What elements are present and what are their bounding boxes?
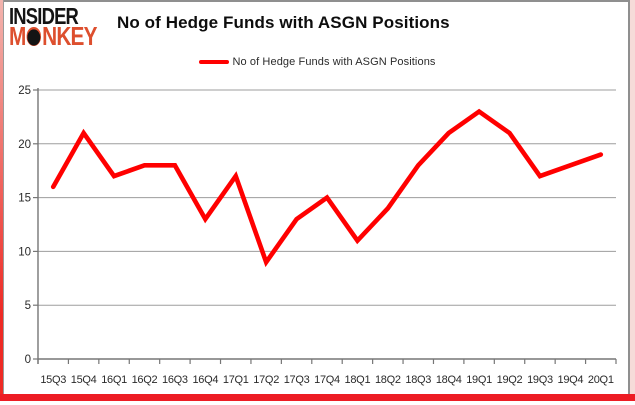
x-axis-label: 18Q1 <box>345 374 371 386</box>
legend: No of Hedge Funds with ASGN Positions <box>0 56 635 68</box>
frame-left-border <box>3 0 4 394</box>
x-axis-label: 18Q4 <box>436 374 462 386</box>
x-axis-label: 16Q4 <box>192 374 218 386</box>
chart-title: No of Hedge Funds with ASGN Positions <box>117 13 450 32</box>
y-axis-label: 20 <box>18 139 31 151</box>
frame-right-border <box>628 0 630 394</box>
x-axis-label: 19Q4 <box>558 374 584 386</box>
x-axis-label: 18Q2 <box>375 374 401 386</box>
x-axis-label: 19Q3 <box>527 374 553 386</box>
logo-word-monkey: M NKEY <box>9 21 98 51</box>
frame-right-pink-stripe <box>630 0 635 394</box>
logo-word-insider: INSIDER <box>9 3 79 29</box>
x-axis-label: 19Q1 <box>466 374 492 386</box>
x-axis-label: 17Q4 <box>314 374 340 386</box>
x-axis-label: 17Q2 <box>253 374 279 386</box>
series-line <box>50 108 604 268</box>
x-axis-label: 16Q2 <box>132 374 158 386</box>
y-axis-label: 25 <box>18 85 31 97</box>
monkey-face-icon <box>26 27 42 46</box>
x-axis-label: 16Q1 <box>101 374 127 386</box>
x-axis-label: 17Q1 <box>223 374 249 386</box>
x-axis-label: 20Q1 <box>588 374 614 386</box>
legend-label: No of Hedge Funds with ASGN Positions <box>232 56 436 68</box>
x-axis-label: 16Q3 <box>162 374 188 386</box>
insider-monkey-logo: INSIDER M NKEY <box>9 3 113 51</box>
frame-left-red-stripe <box>0 0 3 394</box>
x-axis-label: 19Q2 <box>497 374 523 386</box>
x-axis-label: 15Q3 <box>40 374 66 386</box>
legend-line-swatch <box>199 59 230 65</box>
frame-top-border <box>3 0 631 2</box>
x-axis-label: 17Q3 <box>284 374 310 386</box>
x-axis-label: 18Q3 <box>405 374 431 386</box>
frame-bottom-red-bar <box>0 394 635 401</box>
y-axis-label: 5 <box>25 300 31 312</box>
y-axis-label: 15 <box>18 193 31 205</box>
y-axis-label: 0 <box>25 354 31 366</box>
y-axis-label: 10 <box>18 246 31 258</box>
x-axis-label: 15Q4 <box>71 374 97 386</box>
